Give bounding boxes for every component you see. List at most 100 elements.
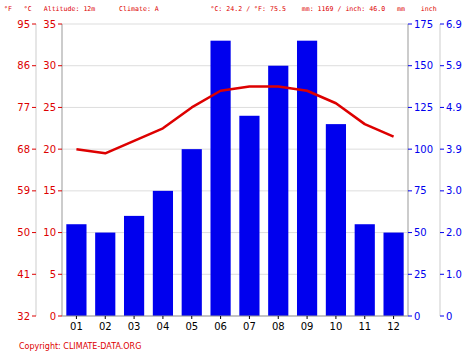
- x-tick-label: 03: [128, 321, 141, 332]
- inch-tick: [440, 274, 444, 275]
- y2-tick: [408, 107, 412, 108]
- bar: [210, 41, 230, 316]
- y2-tick-label: 150: [414, 60, 433, 71]
- f-tick-label: 59: [17, 185, 30, 196]
- inch-tick: [440, 107, 444, 108]
- y2-tick: [408, 149, 412, 150]
- bar: [355, 224, 375, 316]
- grid-line: [62, 65, 408, 66]
- y-tick-label: 25: [43, 102, 56, 113]
- f-tick: [32, 107, 36, 108]
- x-tick-label: 07: [243, 321, 256, 332]
- x-tick-label: 04: [157, 321, 170, 332]
- f-tick-label: 32: [17, 311, 30, 322]
- x-tick: [249, 316, 250, 319]
- y2-tick: [408, 232, 412, 233]
- y2-tick: [408, 190, 412, 191]
- y-tick-label: 30: [43, 60, 56, 71]
- chart: 0510152025303532415059687786950255075100…: [0, 0, 474, 355]
- f-tick: [32, 232, 36, 233]
- y-tick: [58, 107, 62, 108]
- y2-tick-label: 0: [414, 311, 420, 322]
- y-tick-label: 10: [43, 227, 56, 238]
- f-tick-label: 95: [17, 19, 30, 30]
- y2-tick-label: 25: [414, 269, 427, 280]
- inch-tick-label: 3.0: [446, 185, 462, 196]
- inch-tick: [440, 316, 444, 317]
- plot-area: [66, 41, 403, 316]
- left-axis-line: [62, 24, 63, 316]
- f-tick: [32, 316, 36, 317]
- x-tick-label: 01: [70, 321, 83, 332]
- y2-tick-label: 75: [414, 185, 427, 196]
- inch-tick-label: 2.0: [446, 227, 462, 238]
- x-tick: [307, 316, 308, 319]
- x-tick-label: 06: [214, 321, 227, 332]
- x-tick-label: 09: [301, 321, 314, 332]
- grid-line: [62, 190, 408, 191]
- x-tick-label: 10: [330, 321, 343, 332]
- x-tick-label: 12: [387, 321, 400, 332]
- inch-tick-label: 3.9: [446, 144, 462, 155]
- y-tick: [58, 65, 62, 66]
- y-tick: [58, 274, 62, 275]
- f-tick-label: 77: [17, 102, 30, 113]
- y2-tick-label: 100: [414, 144, 433, 155]
- x-tick: [76, 316, 77, 319]
- y-tick: [58, 149, 62, 150]
- bar: [124, 216, 144, 316]
- x-axis-line: [62, 316, 408, 317]
- f-tick-label: 50: [17, 227, 30, 238]
- x-tick: [220, 316, 221, 319]
- y2-tick: [408, 316, 412, 317]
- bar: [153, 191, 173, 316]
- grid-line: [62, 316, 408, 317]
- bar: [383, 233, 403, 316]
- copyright: Copyright: CLIMATE-DATA.ORG: [19, 342, 141, 351]
- bar: [239, 116, 259, 316]
- y-tick-label: 20: [43, 144, 56, 155]
- y-tick-label: 5: [50, 269, 56, 280]
- inch-tick-label: 6.9: [446, 19, 462, 30]
- bar: [297, 41, 317, 316]
- inch-tick-label: 1.0: [446, 269, 462, 280]
- grid-line: [62, 24, 408, 25]
- y2-tick-label: 125: [414, 102, 433, 113]
- inch-tick-label: 4.9: [446, 102, 462, 113]
- inch-tick: [440, 149, 444, 150]
- f-tick: [32, 24, 36, 25]
- inch-tick-label: 0: [446, 311, 452, 322]
- f-tick: [32, 190, 36, 191]
- bar: [326, 124, 346, 316]
- inch-tick: [440, 232, 444, 233]
- x-tick-label: 02: [99, 321, 112, 332]
- x-tick: [335, 316, 336, 319]
- y-tick: [58, 316, 62, 317]
- y2-tick: [408, 24, 412, 25]
- inch-axis-line: [440, 24, 441, 316]
- x-tick-label: 11: [358, 321, 371, 332]
- y2-tick-label: 175: [414, 19, 433, 30]
- f-tick-label: 86: [17, 60, 30, 71]
- y-tick: [58, 232, 62, 233]
- bar: [95, 233, 115, 316]
- x-tick: [364, 316, 365, 319]
- inch-tick: [440, 190, 444, 191]
- x-tick-label: 08: [272, 321, 285, 332]
- x-tick-label: 05: [185, 321, 198, 332]
- bar: [66, 224, 86, 316]
- y-tick-label: 0: [50, 311, 56, 322]
- inch-tick-label: 5.9: [446, 60, 462, 71]
- y-tick-label: 15: [43, 185, 56, 196]
- header: °F °C Altitude: 12m Climate: A °C: 24.2 …: [4, 5, 437, 13]
- y2-tick-label: 50: [414, 227, 427, 238]
- temperature-line: [76, 87, 393, 154]
- f-axis-line: [36, 24, 37, 316]
- bar: [182, 149, 202, 316]
- x-tick: [105, 316, 106, 319]
- y-tick: [58, 24, 62, 25]
- grid-line: [62, 107, 408, 108]
- f-tick-label: 41: [17, 269, 30, 280]
- x-tick: [191, 316, 192, 319]
- bar: [268, 66, 288, 316]
